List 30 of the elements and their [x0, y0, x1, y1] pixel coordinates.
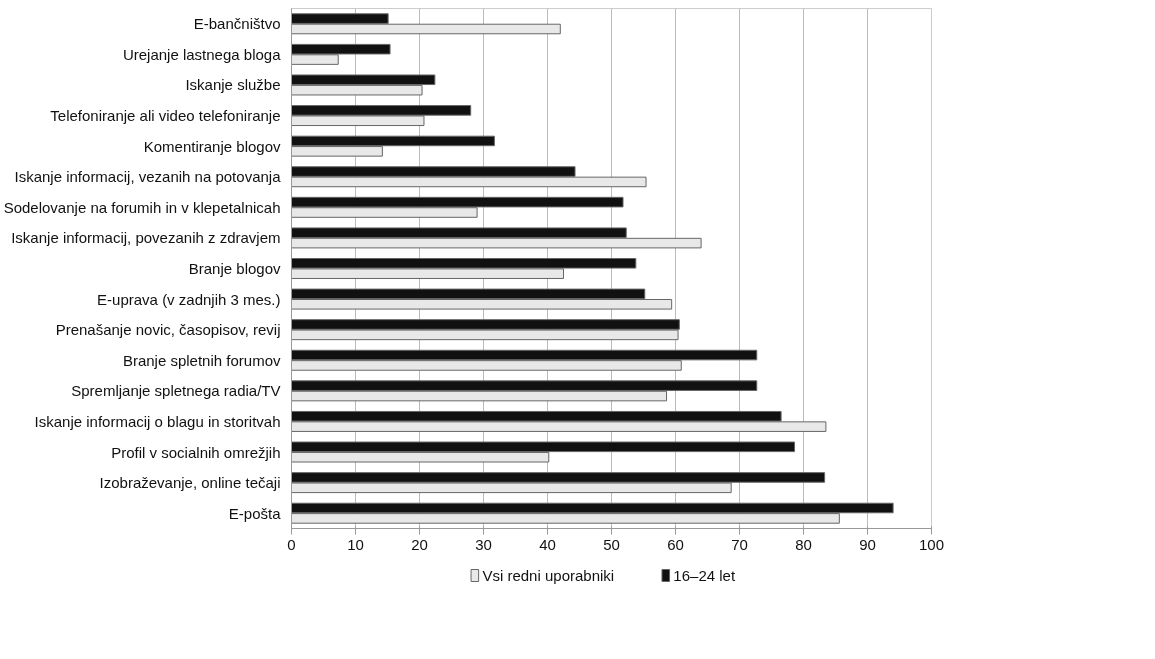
x-tick-label: 30 — [475, 535, 492, 553]
y-tick-label: Iskanje informacij o blagu in storitvah — [34, 412, 281, 430]
y-tick-label: E-uprava (v zadnjih 3 mes.) — [97, 290, 281, 308]
y-tick-label: Izobraževanje, online tečaji — [99, 474, 281, 492]
x-tick-label: 40 — [539, 535, 556, 553]
y-tick-label: Iskanje informacij, vezanih na potovanja — [14, 168, 282, 186]
y-tick-label: Iskanje informacij, povezanih z zdravjem — [11, 229, 281, 247]
x-tick-label: 20 — [411, 535, 428, 553]
y-tick-label: Branje spletnih forumov — [122, 351, 281, 369]
y-tick-label: Telefoniranje ali video telefoniranje — [50, 107, 281, 125]
y-tick-label: Profil v socialnih omrežjih — [111, 443, 281, 461]
x-tick-label: 60 — [667, 535, 684, 553]
y-tick-label: Sodelovanje na forumih in v klepetalnicah — [3, 198, 281, 216]
y-tick-label: Spremljanje spletnega radia/TV — [71, 382, 281, 400]
legend-label: 16–24 let — [673, 567, 736, 584]
y-tick-label: Komentiranje blogov — [143, 137, 281, 155]
x-tick-label: 10 — [347, 535, 364, 553]
x-tick-label: 70 — [731, 535, 748, 553]
x-tick-label: 50 — [603, 535, 620, 553]
y-tick-label: Prenašanje novic, časopisov, revij — [55, 321, 281, 339]
x-tick-label: 90 — [859, 535, 876, 553]
y-tick-label: E-pošta — [228, 504, 282, 522]
y-tick-label: Iskanje službe — [185, 76, 281, 94]
y-tick-label: Branje blogov — [188, 260, 281, 277]
y-tick-label: Urejanje lastnega bloga — [122, 45, 282, 63]
y-tick-label: E-bančništvo — [193, 15, 281, 33]
x-tick-label: 0 — [287, 535, 296, 553]
x-tick-label: 100 — [918, 535, 945, 553]
legend-label: Vsi redni uporabniki — [482, 567, 615, 584]
x-tick-label: 80 — [795, 535, 812, 553]
